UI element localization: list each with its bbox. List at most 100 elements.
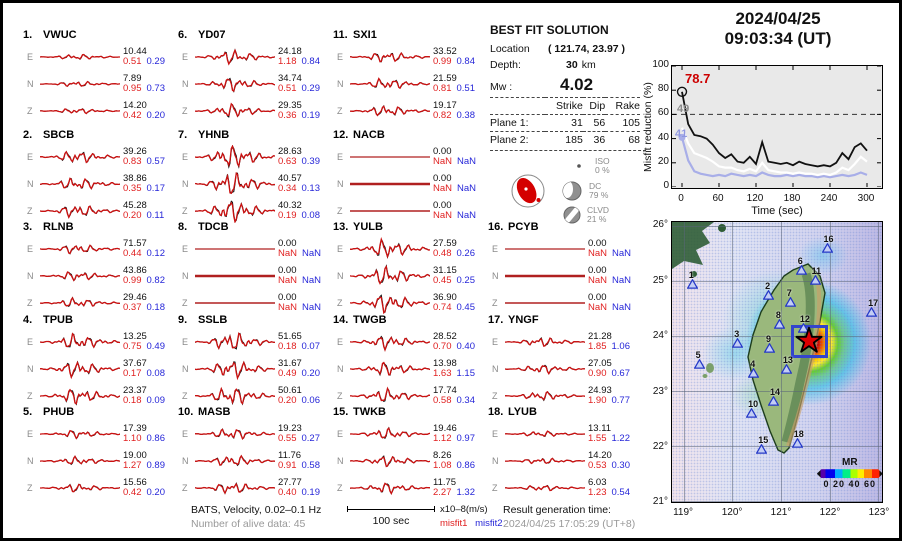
misfit2-value: 0.82: [146, 274, 166, 286]
component-label: E: [182, 51, 189, 62]
map-gridline: [829, 222, 831, 502]
station-block: 4. TPUB E 13.25 0.75 0.49 N 37.67 0.17 0.08 Z 23.37…: [23, 314, 175, 409]
misfit2-value: 1.06: [611, 340, 631, 352]
station-name: YULB: [353, 221, 383, 233]
misfit2-value: 0.34: [456, 394, 476, 406]
amplitude-value: 31.67: [278, 357, 302, 369]
waveform-row: N 0.00 NaN NaN: [178, 262, 330, 289]
station-block: 3. RLNB E 71.57 0.44 0.12 N 43.86 0.99 0.82 Z 29.46…: [23, 221, 175, 316]
waveform-row: E 24.18 1.18 0.84: [178, 43, 330, 70]
station-header: 5. PHUB: [23, 406, 175, 420]
station-header: 9. SSLB: [178, 314, 330, 328]
waveform-trace: [350, 263, 430, 285]
component-label: Z: [27, 297, 33, 308]
waveform-trace: [195, 199, 275, 223]
waveform-row: N 31.67 0.49 0.20: [178, 355, 330, 382]
waveform-values: 51.65 0.18 0.07: [278, 331, 320, 352]
waveform-values: 17.74 0.58 0.34: [433, 385, 476, 406]
misfit1-value: 0.55: [278, 432, 297, 444]
misfit1-value: 0.42: [123, 486, 142, 498]
station-number: 18.: [488, 406, 504, 418]
waveform-row: E 19.23 0.55 0.27: [178, 420, 330, 447]
col-rake: Rake: [615, 100, 640, 112]
amplitude-value: 13.11: [588, 422, 612, 434]
amplitude-value: 40.57: [278, 172, 302, 184]
waveform-row: N 31.15 0.45 0.25: [333, 262, 485, 289]
misfit-values: 1.27 0.89: [123, 460, 165, 471]
station-block: 17. YNGF E 21.28 1.85 1.06 N 27.05 0.90 0.67 Z 24.9…: [488, 314, 640, 409]
waveform-values: 14.20 0.42 0.20: [123, 100, 165, 121]
misfit2-value: 0.19: [301, 109, 321, 121]
misfit1-value: 0.58: [433, 394, 452, 406]
amplitude-value: 11.76: [278, 449, 302, 461]
waveform-values: 31.67 0.49 0.20: [278, 357, 320, 379]
best-fit-panel: BEST FIT SOLUTION Location ( 121.74, 23.…: [490, 23, 646, 229]
misfit2-value: 0.97: [456, 432, 476, 444]
station-name: SBCB: [43, 129, 75, 141]
misfit1-value: 0.82: [433, 109, 452, 121]
misfit-values: NaN NaN: [278, 274, 321, 286]
amplitude-value: 28.52: [433, 330, 457, 342]
waveform-trace: [350, 386, 430, 402]
misfit2-value: 0.26: [456, 247, 476, 259]
waveform-trace: [195, 454, 275, 466]
component-label: Z: [27, 105, 33, 116]
station-triangle-icon: [795, 264, 807, 275]
component-label: E: [492, 336, 499, 347]
waveform-values: 29.35 0.36 0.19: [278, 100, 321, 121]
component-label: N: [337, 178, 344, 189]
map-lat-label: 22°: [652, 440, 668, 452]
station-number: 7.: [178, 129, 188, 141]
map-gridline: [683, 222, 685, 502]
station-header: 7. YHNB: [178, 129, 330, 143]
waveform-trace: [195, 102, 275, 118]
station-triangle-icon: [768, 395, 779, 406]
waveform-trace: [350, 209, 430, 212]
misfit1-value: 0.18: [123, 394, 142, 406]
waveform-trace: [350, 481, 430, 495]
component-label: E: [492, 428, 499, 439]
component-label: E: [337, 151, 344, 162]
waveform-row: Z 19.17 0.82 0.38: [333, 97, 485, 124]
misfit-values: 0.99 0.84: [433, 55, 475, 67]
result-time-label: Result generation time:: [503, 504, 611, 516]
waveform-row: E 33.52 0.99 0.84: [333, 43, 485, 70]
station-map-number: 15: [758, 434, 769, 445]
component-label: Z: [492, 390, 498, 401]
col-strike: Strike: [555, 100, 583, 112]
station-block: 1. VWUC E 10.44 0.51 0.29 N 7.89 0.95 0.73 Z 14.20 0…: [23, 29, 175, 124]
amplitude-unit: x10–8(m/s): [440, 504, 488, 515]
misfit1-value: 0.34: [278, 182, 297, 194]
waveform-trace: [350, 236, 430, 259]
misfit-values: 1.55 1.22: [588, 433, 630, 444]
waveform-trace: [195, 427, 275, 440]
best-fit-title: BEST FIT SOLUTION: [490, 23, 609, 37]
component-label: E: [337, 428, 344, 439]
map-lat-label: 25°: [652, 274, 668, 286]
misfit1-value: NaN: [278, 274, 298, 286]
misfit2-value: NaN: [302, 247, 322, 259]
misfit-values: NaN NaN: [588, 248, 631, 259]
waveform-values: 14.20 0.53 0.30: [588, 450, 631, 471]
waveform-row: N 0.00 NaN NaN: [333, 170, 485, 197]
misfit2-value: 0.49: [146, 340, 166, 352]
misfit1-value: 0.20: [278, 394, 297, 406]
waveform-values: 10.44 0.51 0.29: [123, 46, 165, 67]
waveform-trace: [195, 360, 275, 380]
station-header: 6. YD07: [178, 29, 330, 43]
amplitude-value: 13.25: [123, 330, 147, 342]
waveform-row: E 28.52 0.70 0.40: [333, 328, 485, 355]
misfit1-value: 0.99: [433, 55, 452, 67]
misfit-values: 0.91 0.58: [278, 459, 320, 471]
misfit1-value: 0.91: [278, 459, 297, 471]
amplitude-value: 31.15: [433, 264, 457, 276]
station-name: NACB: [353, 129, 385, 141]
station-block: 13. YULB E 27.59 0.48 0.26 N 31.15 0.45 0.25 Z 36.9…: [333, 221, 485, 316]
waveform-trace: [40, 388, 120, 406]
waveform-values: 40.32 0.19 0.08: [278, 200, 320, 221]
station-name: SSLB: [198, 314, 228, 326]
misfit2-value: 0.30: [611, 459, 631, 471]
mw-label: Mw :: [490, 81, 513, 93]
station-number: 8.: [178, 221, 188, 233]
misfit2-value: 0.67: [611, 367, 631, 379]
